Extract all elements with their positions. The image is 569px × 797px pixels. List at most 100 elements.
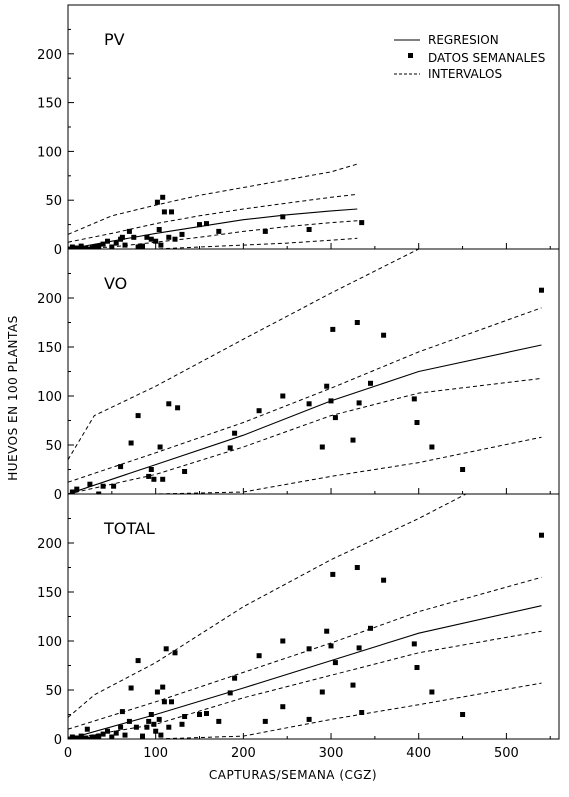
data-point <box>140 243 145 249</box>
data-point <box>131 234 137 240</box>
plot-area <box>68 249 544 494</box>
data-point <box>216 228 222 234</box>
data-point <box>262 228 268 234</box>
chart-panels: PV 0 50 100 150 200 VO 0 50 100 150 200 TOTAL 0 50 100 1… <box>37 4 560 761</box>
y-tick-label: 200 <box>37 48 62 63</box>
data-point <box>330 326 336 332</box>
x-axis-title: CAPTURAS/SEMANA (CGZ) <box>209 768 377 782</box>
data-point <box>306 716 312 722</box>
data-point <box>96 243 102 249</box>
data-point <box>146 473 152 479</box>
interval-line <box>68 377 542 494</box>
data-point <box>160 476 166 482</box>
y-tick-label: 150 <box>37 341 62 356</box>
data-point <box>91 244 97 249</box>
interval-line <box>68 436 542 494</box>
data-point <box>122 732 128 738</box>
data-point <box>76 246 81 249</box>
data-point <box>100 241 106 247</box>
interval-line <box>68 494 468 718</box>
y-tick-label: 150 <box>37 97 62 112</box>
interval-line <box>68 682 542 739</box>
data-point <box>411 396 417 402</box>
interval-line <box>68 220 358 249</box>
data-point <box>172 650 178 656</box>
data-point <box>122 242 128 248</box>
panel-label: TOTAL <box>103 519 155 538</box>
data-point <box>169 209 174 215</box>
data-point <box>151 721 157 727</box>
data-point <box>161 699 167 705</box>
data-point <box>91 734 97 739</box>
data-point <box>306 401 312 407</box>
x-tick-label: 200 <box>231 746 256 761</box>
data-point <box>100 483 106 489</box>
data-point <box>105 238 110 244</box>
data-point <box>105 728 110 734</box>
x-tick-label: 100 <box>143 746 168 761</box>
y-tick-label: 0 <box>54 488 62 503</box>
data-point <box>78 243 84 249</box>
legend-datos-label: DATOS SEMANALES <box>428 51 545 65</box>
data-point <box>148 467 154 472</box>
data-point <box>148 712 154 717</box>
y-tick-label: 50 <box>45 439 62 454</box>
data-point <box>144 724 150 730</box>
data-point <box>76 736 81 739</box>
panel-label: VO <box>104 274 127 293</box>
interval-line <box>68 576 542 730</box>
data-point <box>111 483 117 489</box>
y-tick-label: 150 <box>37 586 62 601</box>
data-point <box>158 732 164 738</box>
data-point <box>539 287 544 293</box>
data-point <box>368 380 373 386</box>
data-point <box>429 689 435 695</box>
x-tick-label: 300 <box>319 746 344 761</box>
data-point <box>154 689 160 695</box>
data-point <box>204 711 209 716</box>
data-point <box>175 405 181 411</box>
data-point <box>126 718 132 724</box>
data-point <box>126 228 132 234</box>
data-point <box>262 718 268 724</box>
data-point <box>135 413 141 419</box>
y-tick-label: 50 <box>45 194 62 209</box>
data-point <box>109 734 115 739</box>
data-point <box>350 682 356 688</box>
data-point <box>109 244 115 249</box>
y-tick-label: 200 <box>37 537 62 552</box>
data-point <box>87 481 93 487</box>
data-point <box>182 714 188 719</box>
data-point <box>69 489 75 494</box>
data-point <box>161 209 167 215</box>
data-point <box>381 577 387 583</box>
data-point <box>324 628 330 634</box>
data-point <box>197 712 202 717</box>
data-point <box>280 704 286 710</box>
data-point <box>280 393 286 399</box>
data-point <box>166 401 172 407</box>
legend-datos-swatch <box>408 53 413 58</box>
regression-line <box>68 605 542 739</box>
data-point <box>280 638 286 644</box>
data-point <box>151 476 157 482</box>
y-tick-label: 100 <box>37 390 62 405</box>
data-point <box>133 724 139 730</box>
data-point <box>414 665 420 670</box>
legend: REGRESION DATOS SEMANALES INTERVALOS <box>394 33 545 81</box>
data-point <box>83 735 88 739</box>
data-point <box>84 726 90 732</box>
y-tick-label: 100 <box>37 145 62 160</box>
data-point <box>306 646 312 652</box>
data-point <box>414 420 420 425</box>
data-point <box>319 444 325 450</box>
panel-label: PV <box>104 30 125 49</box>
data-point <box>128 685 134 691</box>
data-point <box>100 731 106 737</box>
y-axis-title: HUEVOS EN 100 PLANTAS <box>6 315 20 480</box>
data-point <box>227 445 233 451</box>
data-point <box>232 430 238 436</box>
data-point <box>158 242 164 248</box>
data-point <box>429 444 435 450</box>
